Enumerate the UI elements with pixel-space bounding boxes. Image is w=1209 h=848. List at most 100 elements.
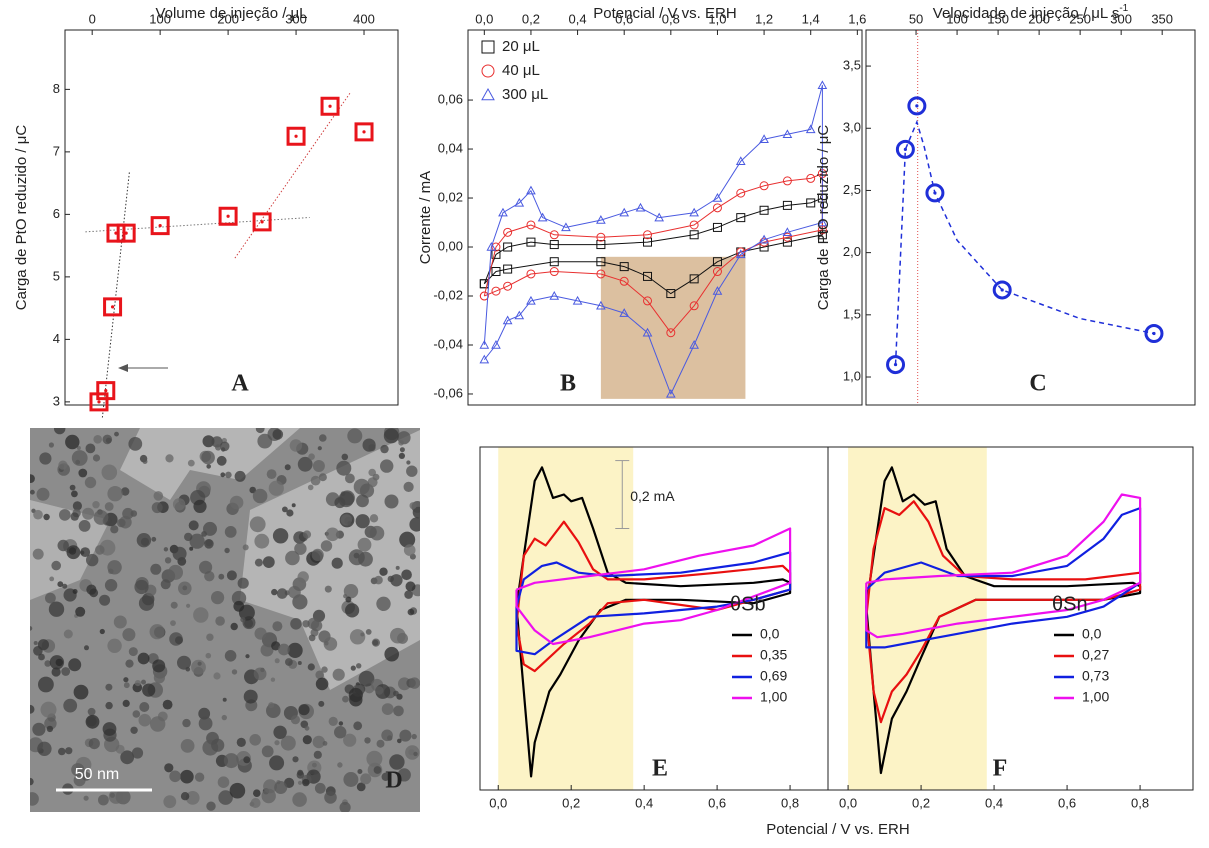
particle [86,584,97,595]
particle [123,682,130,689]
y-tick-label: 7 [53,143,60,158]
data-point [526,269,536,279]
data-point [895,139,915,159]
particle [356,782,366,792]
data-point-dot [893,362,898,367]
particle [104,502,114,511]
particle [57,581,64,588]
particle [274,740,280,746]
data-point [491,249,501,259]
particle [287,642,303,659]
x-tick-label: 150 [987,11,1009,26]
particle [297,456,313,472]
particle [317,446,322,451]
y-tick-label: 0,06 [438,91,463,106]
particle [374,575,383,585]
particle [321,666,328,673]
particle [312,735,325,749]
particle [121,487,130,496]
y-axis-label: Carga de PtO reduzido / μC [13,125,30,311]
x-tick-label: 300 [285,11,307,26]
data-point [503,264,513,274]
tem-image [30,428,420,812]
particle [240,617,246,623]
particle [188,520,199,531]
particle [261,788,276,804]
particle [30,474,35,483]
particle [128,647,138,657]
x-tick-label: 0,2 [912,795,930,810]
data-point [689,207,699,217]
particle [223,753,239,769]
particle [355,514,370,529]
particle [318,700,325,707]
particle [257,433,273,449]
particle [32,722,46,736]
particle [202,435,215,448]
data-point [666,289,676,299]
data-point-dot [933,191,937,195]
particle [323,637,338,651]
particle [123,677,129,683]
particle [38,676,54,693]
data-point [498,207,508,217]
particle [285,658,293,666]
data-point [596,257,606,267]
particle [409,502,417,510]
particle [39,452,52,465]
particle [249,734,261,746]
particle [276,588,288,599]
particle [254,627,267,640]
particle [325,527,340,542]
particle [266,469,277,479]
data-point-dot [1000,288,1004,292]
particle [37,741,52,756]
particle [105,437,112,444]
particle [65,747,73,755]
particle [375,686,384,695]
particle [229,495,244,510]
particle [76,446,81,450]
particle [138,595,155,611]
particle [379,567,388,576]
particle [71,763,85,777]
legend-title: θSn [1052,593,1088,615]
data-point [689,339,699,349]
legend-label: 1,00 [1082,689,1109,705]
y-tick-label: -0,06 [433,385,463,400]
particle [311,548,324,562]
particle [30,792,39,806]
legend-label: 0,35 [760,647,787,663]
data-point [526,295,536,305]
particle [408,749,415,756]
particle [30,704,35,714]
particle [404,590,413,599]
particle [292,792,307,807]
particle [255,428,265,434]
data-point [689,301,699,311]
panel-letter: E [652,756,668,782]
panel-letter: F [993,756,1008,782]
particle [59,509,71,521]
scale-bar-label: 50 nm [75,766,119,783]
particle [149,624,165,640]
particle [180,769,194,784]
x-tick-label: 400 [353,11,375,26]
particle [372,639,379,646]
particle [75,606,86,617]
data-point [320,96,340,116]
particle [162,699,173,710]
particle [271,588,278,596]
data-point [643,230,653,240]
data-point [817,230,827,240]
particle [206,633,214,641]
particle [206,801,216,811]
data-point [907,96,927,116]
data-point [549,267,559,277]
particle [278,643,290,656]
particle [32,548,44,560]
particle [131,747,144,759]
data-point [596,240,606,250]
particle [117,518,126,528]
particle [397,738,402,744]
